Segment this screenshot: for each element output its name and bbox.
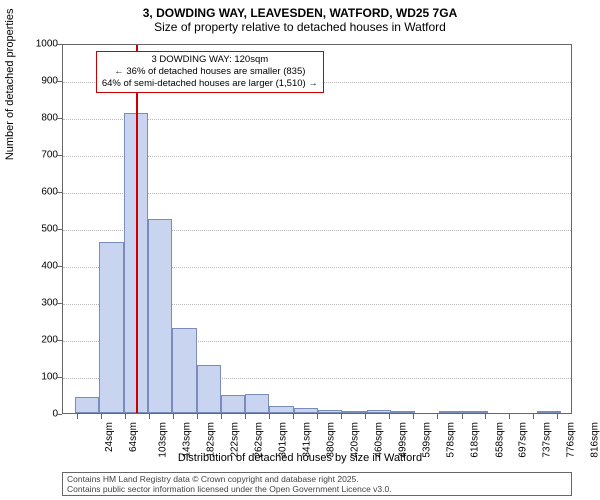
annotation-line3: 64% of semi-detached houses are larger (… [102,78,318,90]
y-tick-label: 700 [28,150,58,161]
y-axis-label: Number of detached properties [4,9,16,161]
histogram-bar [537,411,561,413]
annotation-line2: ← 36% of detached houses are smaller (83… [102,66,318,78]
chart-plot-area: 3 DOWDING WAY: 120sqm ← 36% of detached … [62,44,572,414]
x-tick-label: 64sqm [128,422,139,452]
histogram-bar [318,410,342,413]
y-tick-label: 600 [28,187,58,198]
footer-attribution: Contains HM Land Registry data © Crown c… [62,472,572,496]
histogram-bar [148,219,172,413]
x-tick-label: 24sqm [104,422,115,452]
annotation-box: 3 DOWDING WAY: 120sqm ← 36% of detached … [96,51,324,93]
y-tick-label: 200 [28,335,58,346]
footer-line2: Contains public sector information licen… [67,484,567,494]
histogram-bar [464,411,488,413]
histogram-bar [269,406,293,413]
y-tick-label: 500 [28,224,58,235]
y-tick-label: 300 [28,298,58,309]
histogram-bar [439,411,463,413]
histogram-bar [367,410,391,413]
histogram-bar [99,242,123,413]
y-tick-label: 800 [28,113,58,124]
y-tick-label: 0 [28,409,58,420]
histogram-bar [245,394,269,413]
reference-line [136,45,138,413]
histogram-bar [294,408,318,413]
annotation-line1: 3 DOWDING WAY: 120sqm [102,54,318,66]
histogram-bar [391,411,415,413]
y-tick-label: 400 [28,261,58,272]
x-axis-label: Distribution of detached houses by size … [0,452,600,464]
histogram-bar [221,395,245,414]
page-subtitle: Size of property relative to detached ho… [0,20,600,38]
y-tick-label: 1000 [28,39,58,50]
y-tick-label: 900 [28,76,58,87]
footer-line1: Contains HM Land Registry data © Crown c… [67,474,567,484]
histogram-bar [172,328,196,413]
histogram-bar [197,365,221,413]
histogram-bar [342,411,366,413]
page-title: 3, DOWDING WAY, LEAVESDEN, WATFORD, WD25… [0,0,600,20]
histogram-bar [75,397,99,413]
y-tick-label: 100 [28,372,58,383]
